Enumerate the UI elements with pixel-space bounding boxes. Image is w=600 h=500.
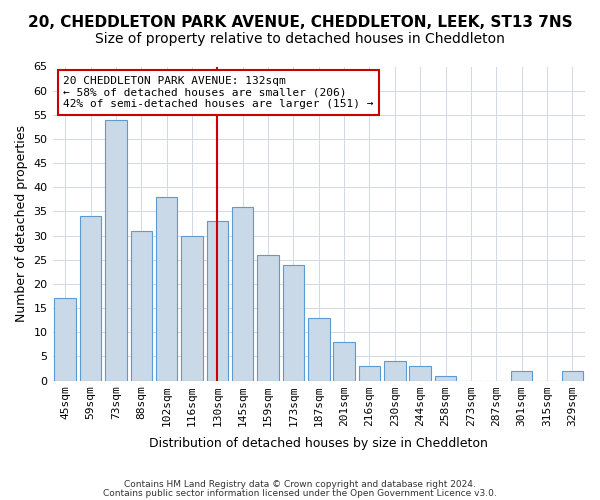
Bar bbox=[55, 298, 76, 380]
Bar bbox=[409, 366, 431, 380]
Text: Size of property relative to detached houses in Cheddleton: Size of property relative to detached ho… bbox=[95, 32, 505, 46]
Bar bbox=[283, 264, 304, 380]
Bar bbox=[308, 318, 329, 380]
Bar bbox=[131, 231, 152, 380]
Bar bbox=[232, 206, 253, 380]
Bar bbox=[384, 361, 406, 380]
Bar bbox=[562, 371, 583, 380]
Y-axis label: Number of detached properties: Number of detached properties bbox=[15, 125, 28, 322]
Bar bbox=[257, 255, 279, 380]
Bar bbox=[511, 371, 532, 380]
Bar bbox=[105, 120, 127, 380]
Text: 20 CHEDDLETON PARK AVENUE: 132sqm
← 58% of detached houses are smaller (206)
42%: 20 CHEDDLETON PARK AVENUE: 132sqm ← 58% … bbox=[63, 76, 374, 109]
Bar bbox=[80, 216, 101, 380]
Text: Contains public sector information licensed under the Open Government Licence v3: Contains public sector information licen… bbox=[103, 488, 497, 498]
Bar bbox=[334, 342, 355, 380]
Bar bbox=[156, 197, 178, 380]
Bar bbox=[435, 376, 457, 380]
Bar bbox=[181, 236, 203, 380]
X-axis label: Distribution of detached houses by size in Cheddleton: Distribution of detached houses by size … bbox=[149, 437, 488, 450]
Text: 20, CHEDDLETON PARK AVENUE, CHEDDLETON, LEEK, ST13 7NS: 20, CHEDDLETON PARK AVENUE, CHEDDLETON, … bbox=[28, 15, 572, 30]
Text: Contains HM Land Registry data © Crown copyright and database right 2024.: Contains HM Land Registry data © Crown c… bbox=[124, 480, 476, 489]
Bar bbox=[206, 221, 228, 380]
Bar bbox=[359, 366, 380, 380]
